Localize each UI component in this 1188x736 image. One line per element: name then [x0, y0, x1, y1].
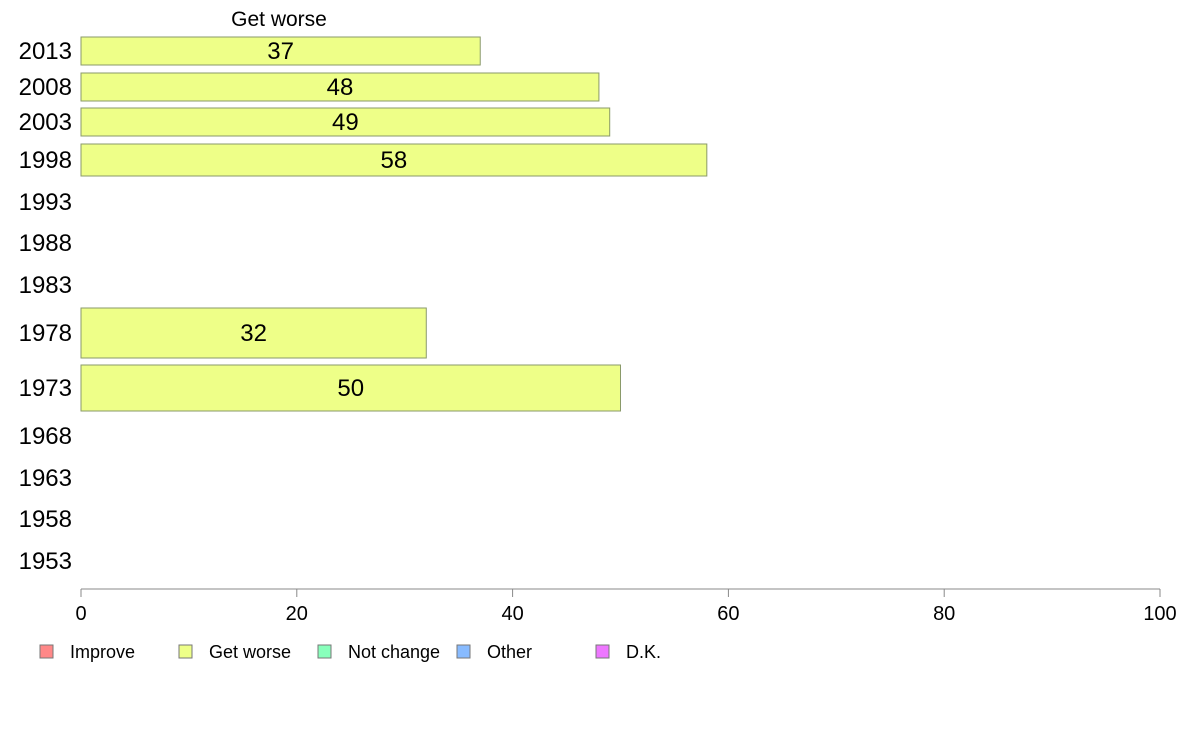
bar-1978: [80, 307, 427, 359]
legend-label-d-k-: D.K.: [626, 642, 661, 662]
category-label-1993: 1993: [19, 189, 72, 216]
bar-value-label-1978: 32: [240, 320, 267, 347]
bar-2013: [80, 36, 481, 66]
legend-swatch-not-change: [317, 644, 332, 659]
category-label-1973: 1973: [19, 375, 72, 402]
legend-swatch-d-k-: [595, 644, 610, 659]
x-tick-label-0: 0: [75, 603, 86, 625]
category-label-1963: 1963: [19, 465, 72, 492]
bar-value-label-2008: 48: [327, 74, 354, 101]
x-tick-label-60: 60: [717, 603, 739, 625]
panel-title: Get worse: [231, 8, 327, 31]
legend-label-get-worse: Get worse: [209, 642, 291, 662]
x-tick-label-40: 40: [501, 603, 523, 625]
category-label-1988: 1988: [19, 230, 72, 257]
legend-label-other: Other: [487, 642, 532, 662]
category-label-2003: 2003: [19, 109, 72, 136]
legend-swatch-other: [456, 644, 471, 659]
category-label-2008: 2008: [19, 74, 72, 101]
legend-label-not-change: Not change: [348, 642, 440, 662]
bar-value-label-2013: 37: [267, 38, 294, 65]
bar-1998: [80, 143, 708, 177]
category-labels: 2013 2008 2003 1998 1993 1988 1983 1978 1973 1968…: [19, 38, 72, 575]
x-tick-label-80: 80: [933, 603, 955, 625]
category-label-1968: 1968: [19, 423, 72, 450]
category-label-2013: 2013: [19, 38, 72, 65]
category-label-1998: 1998: [19, 147, 72, 174]
bar-value-label-2003: 49: [332, 109, 359, 136]
bar-2008: [80, 72, 600, 102]
x-tick-label-20: 20: [286, 603, 308, 625]
bars: 37 48 49 58 32 50: [80, 36, 708, 412]
legend-swatch-improve: [39, 644, 54, 659]
bar-1973: [80, 364, 621, 412]
x-tick-label-100: 100: [1143, 603, 1176, 625]
bar-value-label-1973: 50: [337, 375, 364, 402]
bar-value-label-1998: 58: [381, 147, 408, 174]
bar-2003: [80, 107, 611, 137]
category-label-1983: 1983: [19, 272, 72, 299]
legend-swatch-get-worse: [178, 644, 193, 659]
x-axis: 0 20 40 60 80 100: [75, 588, 1177, 625]
category-label-1953: 1953: [19, 548, 72, 575]
legend-label-improve: Improve: [70, 642, 135, 662]
category-label-1958: 1958: [19, 506, 72, 533]
category-label-1978: 1978: [19, 320, 72, 347]
legend: Improve Get worse Not change Other D.K.: [39, 642, 661, 662]
